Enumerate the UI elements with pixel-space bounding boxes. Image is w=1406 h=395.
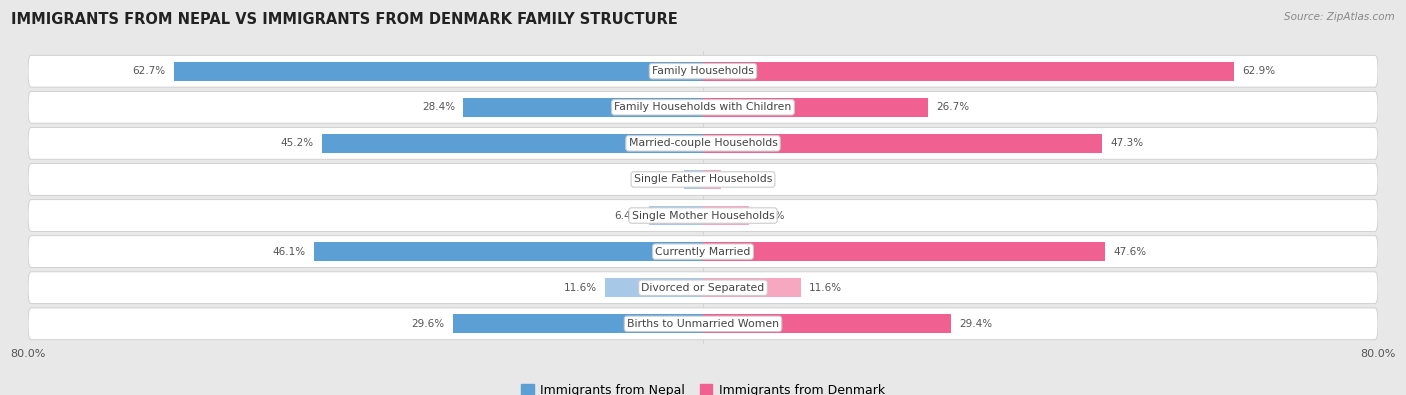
FancyBboxPatch shape <box>28 128 1378 159</box>
Text: IMMIGRANTS FROM NEPAL VS IMMIGRANTS FROM DENMARK FAMILY STRUCTURE: IMMIGRANTS FROM NEPAL VS IMMIGRANTS FROM… <box>11 12 678 27</box>
Text: Single Mother Households: Single Mother Households <box>631 211 775 220</box>
Bar <box>703 134 1102 153</box>
Bar <box>174 62 703 81</box>
Bar <box>464 98 703 117</box>
Bar <box>453 314 703 333</box>
FancyBboxPatch shape <box>28 272 1378 304</box>
Text: 6.4%: 6.4% <box>614 211 641 220</box>
Text: 11.6%: 11.6% <box>564 283 596 293</box>
Bar <box>703 314 950 333</box>
FancyBboxPatch shape <box>28 55 1378 87</box>
Bar <box>605 278 703 297</box>
Bar <box>322 134 703 153</box>
FancyBboxPatch shape <box>28 164 1378 196</box>
Bar <box>703 242 1105 261</box>
Text: 5.5%: 5.5% <box>758 211 785 220</box>
FancyBboxPatch shape <box>28 236 1378 267</box>
Text: 11.6%: 11.6% <box>810 283 842 293</box>
Text: Source: ZipAtlas.com: Source: ZipAtlas.com <box>1284 12 1395 22</box>
Text: Single Father Households: Single Father Households <box>634 175 772 184</box>
Bar <box>703 206 749 225</box>
Bar <box>685 170 703 189</box>
Text: Births to Unmarried Women: Births to Unmarried Women <box>627 319 779 329</box>
FancyBboxPatch shape <box>28 91 1378 123</box>
Text: 62.7%: 62.7% <box>132 66 166 76</box>
Bar <box>703 278 801 297</box>
Text: 47.3%: 47.3% <box>1111 138 1143 149</box>
Text: Married-couple Households: Married-couple Households <box>628 138 778 149</box>
Text: 2.1%: 2.1% <box>730 175 755 184</box>
Text: 29.6%: 29.6% <box>412 319 444 329</box>
Text: 28.4%: 28.4% <box>422 102 456 112</box>
FancyBboxPatch shape <box>28 308 1378 340</box>
Bar <box>703 170 721 189</box>
Bar <box>650 206 703 225</box>
Text: 47.6%: 47.6% <box>1114 246 1146 257</box>
Text: Currently Married: Currently Married <box>655 246 751 257</box>
Text: Family Households with Children: Family Households with Children <box>614 102 792 112</box>
Text: 45.2%: 45.2% <box>280 138 314 149</box>
Bar <box>314 242 703 261</box>
FancyBboxPatch shape <box>28 199 1378 231</box>
Text: 2.2%: 2.2% <box>650 175 676 184</box>
Text: 29.4%: 29.4% <box>959 319 993 329</box>
Bar <box>703 62 1233 81</box>
Text: 62.9%: 62.9% <box>1241 66 1275 76</box>
Text: 26.7%: 26.7% <box>936 102 970 112</box>
Text: Divorced or Separated: Divorced or Separated <box>641 283 765 293</box>
Text: 46.1%: 46.1% <box>273 246 305 257</box>
Bar <box>703 98 928 117</box>
Text: Family Households: Family Households <box>652 66 754 76</box>
Legend: Immigrants from Nepal, Immigrants from Denmark: Immigrants from Nepal, Immigrants from D… <box>516 379 890 395</box>
